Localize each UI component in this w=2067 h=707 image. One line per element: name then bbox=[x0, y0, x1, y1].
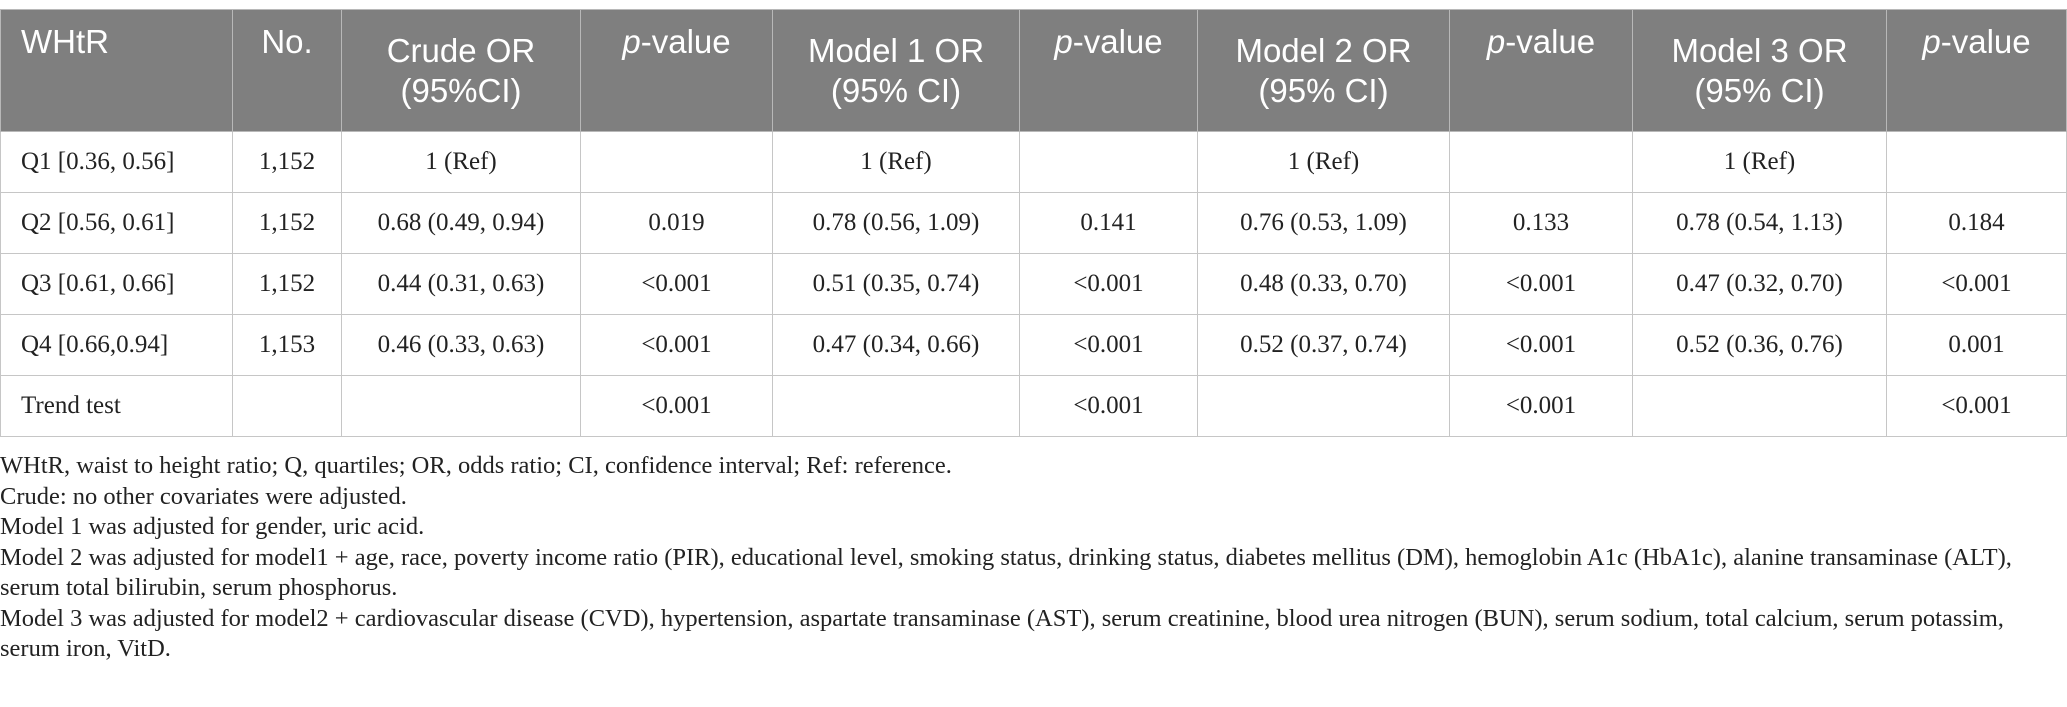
cell-model2-or: 0.48 (0.33, 0.70) bbox=[1197, 253, 1450, 315]
cell-p-model3: 0.001 bbox=[1886, 314, 2067, 376]
cell-model1-or: 0.51 (0.35, 0.74) bbox=[772, 253, 1020, 315]
header-model2-or: Model 2 OR (95% CI) bbox=[1197, 9, 1450, 132]
row-label-q4: Q4 [0.66,0.94] bbox=[0, 314, 233, 376]
cell-p-model2: <0.001 bbox=[1449, 375, 1633, 437]
footnote-crude: Crude: no other covariates were adjusted… bbox=[0, 482, 407, 510]
footnote-model2: Model 2 was adjusted for model1 + age, r… bbox=[0, 543, 2012, 602]
cell-no bbox=[232, 375, 342, 437]
header-crude-or-line2: (95%CI) bbox=[400, 71, 522, 109]
header-crude-or-line1: Crude OR bbox=[386, 31, 536, 69]
header-p-value-model2: p-value bbox=[1449, 9, 1633, 132]
table-header-row: WHtR No. Crude OR (95%CI) p-value Model … bbox=[0, 9, 2067, 132]
cell-crude-or: 0.46 (0.33, 0.63) bbox=[341, 314, 581, 376]
table-footnotes: WHtR, waist to height ratio; Q, quartile… bbox=[0, 451, 2067, 665]
cell-crude-or bbox=[341, 375, 581, 437]
row-label-q3: Q3 [0.61, 0.66] bbox=[0, 253, 233, 315]
header-model1-or-line2: (95% CI) bbox=[830, 71, 962, 109]
cell-model2-or: 0.52 (0.37, 0.74) bbox=[1197, 314, 1450, 376]
header-model2-or-line2: (95% CI) bbox=[1258, 71, 1389, 109]
header-p-value-model1: p-value bbox=[1019, 9, 1198, 132]
cell-p-model2 bbox=[1449, 131, 1633, 193]
cell-no: 1,153 bbox=[232, 314, 342, 376]
table-row-q3: Q3 [0.61, 0.66] 1,152 0.44 (0.31, 0.63) … bbox=[0, 253, 2067, 315]
cell-p-model1: <0.001 bbox=[1019, 375, 1198, 437]
header-p-value-crude: p-value bbox=[580, 9, 773, 132]
header-model3-or-line1: Model 3 OR bbox=[1671, 31, 1848, 69]
cell-p-model1 bbox=[1019, 131, 1198, 193]
cell-model1-or: 0.47 (0.34, 0.66) bbox=[772, 314, 1020, 376]
header-model1-or-line1: Model 1 OR bbox=[807, 31, 985, 69]
row-label-q2: Q2 [0.56, 0.61] bbox=[0, 192, 233, 254]
cell-model3-or: 0.52 (0.36, 0.76) bbox=[1632, 314, 1887, 376]
header-no: No. bbox=[232, 9, 342, 132]
cell-model1-or: 1 (Ref) bbox=[772, 131, 1020, 193]
cell-no: 1,152 bbox=[232, 253, 342, 315]
cell-p-crude: 0.019 bbox=[580, 192, 773, 254]
cell-crude-or: 0.44 (0.31, 0.63) bbox=[341, 253, 581, 315]
footnote-model1: Model 1 was adjusted for gender, uric ac… bbox=[0, 513, 425, 540]
header-whtr: WHtR bbox=[0, 9, 233, 132]
cell-model3-or: 1 (Ref) bbox=[1632, 131, 1887, 193]
cell-p-model1: 0.141 bbox=[1019, 192, 1198, 254]
cell-no: 1,152 bbox=[232, 131, 342, 193]
cell-model2-or bbox=[1197, 375, 1450, 437]
cell-model2-or: 0.76 (0.53, 1.09) bbox=[1197, 192, 1450, 254]
cell-model3-or: 0.78 (0.54, 1.13) bbox=[1632, 192, 1887, 254]
row-label-q1: Q1 [0.36, 0.56] bbox=[0, 131, 233, 193]
header-model2-or-line1: Model 2 OR bbox=[1235, 31, 1412, 69]
header-model3-or-line2: (95% CI) bbox=[1694, 71, 1825, 109]
cell-p-model1: <0.001 bbox=[1019, 253, 1198, 315]
cell-crude-or: 0.68 (0.49, 0.94) bbox=[341, 192, 581, 254]
cell-p-model2: 0.133 bbox=[1449, 192, 1633, 254]
cell-model1-or bbox=[772, 375, 1020, 437]
cell-p-model1: <0.001 bbox=[1019, 314, 1198, 376]
cell-p-model3 bbox=[1886, 131, 2067, 193]
cell-p-model3: 0.184 bbox=[1886, 192, 2067, 254]
cell-model3-or bbox=[1632, 375, 1887, 437]
cell-p-crude: <0.001 bbox=[580, 253, 773, 315]
cell-crude-or: 1 (Ref) bbox=[341, 131, 581, 193]
cell-p-model2: <0.001 bbox=[1449, 253, 1633, 315]
cell-model3-or: 0.47 (0.32, 0.70) bbox=[1632, 253, 1887, 315]
cell-p-crude: <0.001 bbox=[580, 314, 773, 376]
footnote-model3: Model 3 was adjusted for model2 + cardio… bbox=[0, 604, 2004, 663]
table-row-q4: Q4 [0.66,0.94] 1,153 0.46 (0.33, 0.63) <… bbox=[0, 314, 2067, 376]
cell-p-crude: <0.001 bbox=[580, 375, 773, 437]
cell-p-model2: <0.001 bbox=[1449, 314, 1633, 376]
results-table: WHtR No. Crude OR (95%CI) p-value Model … bbox=[0, 9, 2067, 437]
footnote-abbreviations: WHtR, waist to height ratio; Q, quartile… bbox=[0, 452, 952, 479]
header-p-value-model3: p-value bbox=[1886, 9, 2067, 132]
table-row-q1: Q1 [0.36, 0.56] 1,152 1 (Ref) 1 (Ref) 1 … bbox=[0, 131, 2067, 193]
table-row-q2: Q2 [0.56, 0.61] 1,152 0.68 (0.49, 0.94) … bbox=[0, 192, 2067, 254]
header-model3-or: Model 3 OR (95% CI) bbox=[1632, 9, 1887, 132]
cell-p-model3: <0.001 bbox=[1886, 375, 2067, 437]
row-label-trend-test: Trend test bbox=[0, 375, 233, 437]
cell-model1-or: 0.78 (0.56, 1.09) bbox=[772, 192, 1020, 254]
header-model1-or: Model 1 OR (95% CI) bbox=[772, 9, 1020, 132]
cell-model2-or: 1 (Ref) bbox=[1197, 131, 1450, 193]
table-figure: WHtR No. Crude OR (95%CI) p-value Model … bbox=[0, 9, 2067, 665]
header-crude-or: Crude OR (95%CI) bbox=[341, 9, 581, 132]
cell-p-crude bbox=[580, 131, 773, 193]
cell-no: 1,152 bbox=[232, 192, 342, 254]
cell-p-model3: <0.001 bbox=[1886, 253, 2067, 315]
table-row-trend: Trend test <0.001 <0.001 <0.001 <0.001 bbox=[0, 375, 2067, 437]
